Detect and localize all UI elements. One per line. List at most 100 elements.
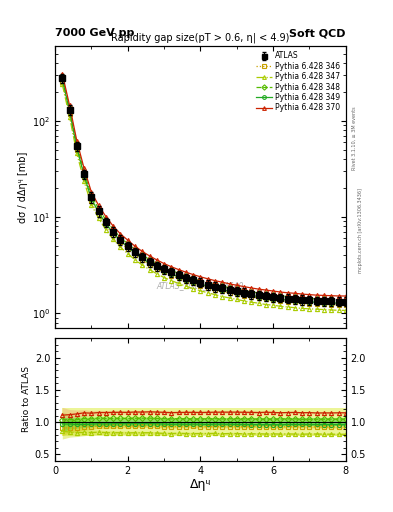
- Pythia 6.428 370: [213, 278, 217, 284]
- Pythia 6.428 346: [67, 111, 72, 117]
- Pythia 6.428 370: [307, 291, 312, 297]
- Pythia 6.428 347: [213, 291, 217, 297]
- Pythia 6.428 346: [206, 285, 210, 291]
- Pythia 6.428 348: [184, 273, 188, 279]
- Pythia 6.428 370: [292, 290, 297, 296]
- Pythia 6.428 346: [314, 301, 319, 307]
- Pythia 6.428 348: [104, 217, 108, 223]
- Pythia 6.428 370: [60, 71, 64, 77]
- Pythia 6.428 346: [249, 294, 254, 300]
- Pythia 6.428 346: [111, 231, 116, 238]
- Pythia 6.428 346: [242, 293, 246, 299]
- Pythia 6.428 349: [292, 297, 297, 304]
- Pythia 6.428 349: [169, 271, 174, 277]
- Pythia 6.428 349: [75, 144, 79, 151]
- Pythia 6.428 370: [278, 289, 283, 295]
- Pythia 6.428 346: [256, 295, 261, 301]
- Pythia 6.428 348: [125, 241, 130, 247]
- Pythia 6.428 349: [249, 292, 254, 298]
- Pythia 6.428 347: [96, 215, 101, 221]
- Pythia 6.428 346: [307, 301, 312, 307]
- Pythia 6.428 347: [234, 296, 239, 303]
- Pythia 6.428 347: [271, 302, 275, 308]
- Pythia 6.428 346: [300, 300, 305, 306]
- Pythia 6.428 348: [60, 73, 64, 79]
- Line: Pythia 6.428 346: Pythia 6.428 346: [60, 80, 348, 307]
- Pythia 6.428 349: [227, 288, 232, 294]
- Pythia 6.428 349: [147, 260, 152, 266]
- Pythia 6.428 347: [67, 114, 72, 120]
- Pythia 6.428 347: [104, 227, 108, 233]
- Pythia 6.428 348: [162, 264, 167, 270]
- Pythia 6.428 348: [278, 293, 283, 299]
- X-axis label: Δηᶣ: Δηᶣ: [190, 478, 211, 492]
- Pythia 6.428 349: [60, 76, 64, 82]
- Pythia 6.428 347: [169, 278, 174, 284]
- Pythia 6.428 349: [285, 297, 290, 303]
- Line: Pythia 6.428 347: Pythia 6.428 347: [60, 82, 348, 312]
- Pythia 6.428 347: [198, 288, 203, 294]
- Pythia 6.428 370: [75, 138, 79, 144]
- Pythia 6.428 346: [285, 298, 290, 305]
- Pythia 6.428 370: [300, 291, 305, 297]
- Pythia 6.428 347: [300, 305, 305, 311]
- Pythia 6.428 349: [343, 300, 348, 306]
- Pythia 6.428 349: [133, 250, 138, 257]
- Text: Soft QCD: Soft QCD: [289, 28, 346, 38]
- Pythia 6.428 349: [96, 209, 101, 216]
- Pythia 6.428 347: [60, 81, 64, 88]
- Pythia 6.428 370: [140, 248, 145, 254]
- Pythia 6.428 348: [343, 296, 348, 303]
- Pythia 6.428 349: [125, 244, 130, 250]
- Pythia 6.428 346: [60, 79, 64, 85]
- Pythia 6.428 349: [198, 281, 203, 287]
- Pythia 6.428 349: [263, 294, 268, 301]
- Pythia 6.428 370: [314, 292, 319, 298]
- Pythia 6.428 348: [111, 226, 116, 232]
- Pythia 6.428 348: [67, 105, 72, 112]
- Pythia 6.428 370: [285, 290, 290, 296]
- Pythia 6.428 347: [111, 237, 116, 243]
- Pythia 6.428 348: [89, 193, 94, 199]
- Pythia 6.428 347: [125, 250, 130, 257]
- Pythia 6.428 347: [133, 257, 138, 263]
- Pythia 6.428 348: [206, 280, 210, 286]
- Pythia 6.428 347: [307, 306, 312, 312]
- Pythia 6.428 347: [154, 271, 159, 277]
- Pythia 6.428 370: [82, 165, 86, 172]
- Pythia 6.428 346: [176, 275, 181, 282]
- Pythia 6.428 349: [140, 255, 145, 262]
- Pythia 6.428 349: [314, 299, 319, 305]
- Pythia 6.428 347: [184, 283, 188, 289]
- Pythia 6.428 346: [89, 198, 94, 204]
- Pythia 6.428 349: [213, 285, 217, 291]
- Pythia 6.428 349: [307, 299, 312, 305]
- Pythia 6.428 349: [176, 274, 181, 280]
- Pythia 6.428 348: [176, 270, 181, 276]
- Pythia 6.428 347: [82, 178, 86, 184]
- Pythia 6.428 349: [67, 108, 72, 114]
- Pythia 6.428 349: [154, 264, 159, 270]
- Pythia 6.428 347: [227, 295, 232, 301]
- Pythia 6.428 347: [329, 307, 334, 313]
- Pythia 6.428 349: [278, 296, 283, 303]
- Pythia 6.428 346: [154, 266, 159, 272]
- Pythia 6.428 347: [89, 202, 94, 208]
- Pythia 6.428 346: [140, 257, 145, 263]
- Pythia 6.428 370: [263, 287, 268, 293]
- Pythia 6.428 346: [336, 302, 341, 308]
- Pythia 6.428 346: [133, 252, 138, 258]
- Pythia 6.428 348: [242, 287, 246, 293]
- Pythia 6.428 347: [162, 274, 167, 281]
- Pythia 6.428 348: [329, 296, 334, 303]
- Pythia 6.428 346: [292, 299, 297, 305]
- Pythia 6.428 347: [242, 298, 246, 304]
- Pythia 6.428 346: [191, 281, 196, 287]
- Pythia 6.428 347: [249, 299, 254, 305]
- Pythia 6.428 346: [220, 288, 225, 294]
- Pythia 6.428 349: [322, 300, 327, 306]
- Pythia 6.428 348: [75, 141, 79, 147]
- Pythia 6.428 346: [118, 240, 123, 246]
- Pythia 6.428 370: [198, 274, 203, 280]
- Pythia 6.428 347: [278, 303, 283, 309]
